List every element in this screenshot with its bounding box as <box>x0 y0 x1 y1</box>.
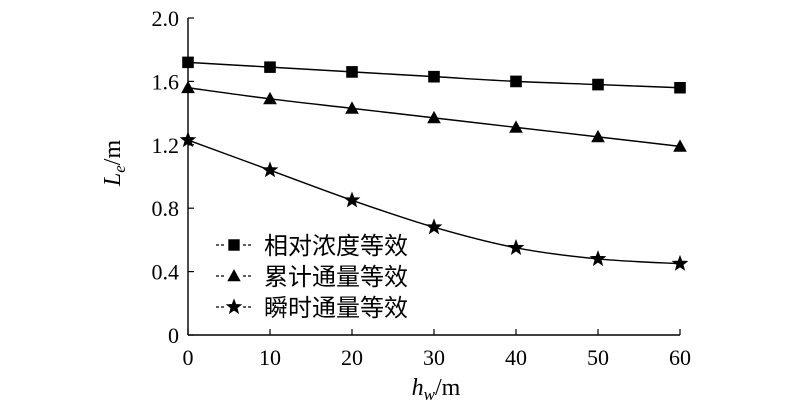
x-axis-label-sub: w <box>424 385 436 404</box>
series-3-point <box>671 254 689 271</box>
x-tick-label: 60 <box>669 345 691 370</box>
series-3-point <box>261 161 279 178</box>
series-2-point <box>509 120 523 133</box>
series-1-point <box>674 81 686 94</box>
series-2-point <box>345 101 359 114</box>
x-tick-label: 30 <box>423 345 445 370</box>
series-3-point <box>179 131 197 148</box>
legend-marker-3 <box>225 298 243 315</box>
series-1-point <box>428 70 440 83</box>
series-3-point <box>343 191 361 208</box>
series-1-point <box>264 61 276 73</box>
y-axis-label-main: L <box>100 173 126 187</box>
series-3-point <box>425 218 443 235</box>
y-tick-label: 0 <box>168 323 179 348</box>
y-tick-label: 0.4 <box>152 260 180 285</box>
x-axis-label: hw/m <box>412 375 461 404</box>
legend-label-3: 瞬时通量等效 <box>264 294 408 322</box>
chart-axes <box>187 18 680 336</box>
series-2-point <box>591 129 605 143</box>
series-2-point <box>673 139 687 152</box>
y-axis-label: Le/m <box>100 140 129 188</box>
x-tick-label: 10 <box>259 345 281 370</box>
x-axis-label-unit: /m <box>435 375 461 401</box>
x-tick-label: 0 <box>183 345 194 370</box>
series-1-point <box>182 56 194 69</box>
series-3-point <box>589 250 607 267</box>
x-tick-label: 20 <box>341 345 363 370</box>
x-tick-label: 40 <box>505 345 527 370</box>
series-2-point <box>427 110 441 124</box>
chart-series-layer <box>179 56 689 271</box>
series-2-point <box>263 91 277 105</box>
series-2-point <box>181 80 195 94</box>
legend-marker-2 <box>227 269 241 282</box>
series-3-point <box>507 239 525 255</box>
series-line-3 <box>187 139 681 265</box>
legend-label-1: 相对浓度等效 <box>264 232 408 260</box>
y-tick-label: 1.2 <box>152 133 180 158</box>
y-tick-label: 0.8 <box>152 196 180 221</box>
chart-ticks: 0 10 20 30 40 50 60 0 0.4 0.8 1.2 1.6 2.0 <box>152 6 692 370</box>
x-tick-label: 50 <box>587 345 609 370</box>
series-1-point <box>346 66 358 78</box>
y-tick-label: 2.0 <box>152 6 180 31</box>
y-axis-label-unit: /m <box>100 140 126 166</box>
x-axis-label-main: h <box>412 375 424 401</box>
y-tick-label: 1.6 <box>152 69 180 94</box>
series-1-point <box>510 75 522 88</box>
series-1-point <box>592 78 604 91</box>
legend-marker-1 <box>228 239 240 251</box>
y-axis-label-sub: e <box>110 165 129 173</box>
legend-label-2: 累计通量等效 <box>264 263 408 291</box>
